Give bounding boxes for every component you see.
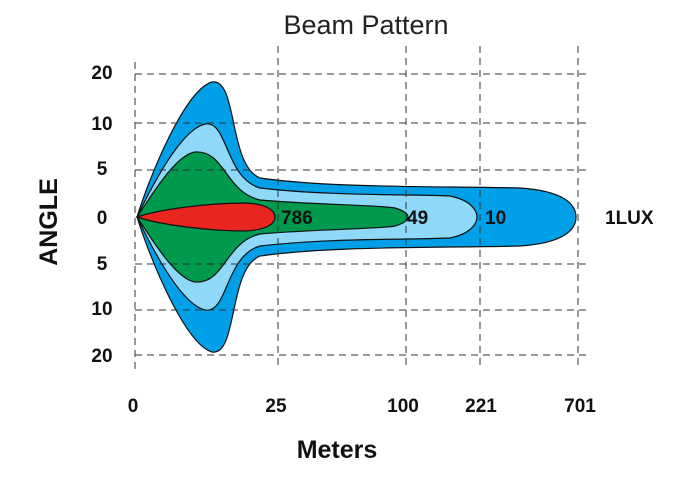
x-tick-label: 25: [265, 396, 287, 417]
contour-label-10: 10: [485, 208, 506, 229]
y-tick-label: 0: [97, 208, 108, 229]
chart-title: Beam Pattern: [283, 10, 448, 40]
contour-label-49: 49: [407, 208, 428, 229]
x-tick-label: 100: [387, 396, 419, 417]
y-axis-label: ANGLE: [35, 178, 63, 266]
y-tick-label: 10: [91, 114, 112, 135]
y-tick-label: 5: [97, 254, 108, 275]
contour-label-1lux: 1LUX: [605, 208, 654, 229]
x-tick-label: 0: [128, 396, 139, 417]
y-tick-label: 10: [91, 299, 112, 320]
x-tick-label: 701: [564, 396, 596, 417]
x-tick-label: 221: [465, 396, 497, 417]
contour-label-786: 786: [281, 208, 313, 229]
x-axis-label: Meters: [297, 436, 378, 464]
y-tick-label: 20: [91, 346, 112, 367]
y-tick-label: 20: [91, 63, 112, 84]
y-tick-label: 5: [97, 159, 108, 180]
gridlines: [134, 46, 590, 370]
contour-786: [135, 202, 276, 232]
